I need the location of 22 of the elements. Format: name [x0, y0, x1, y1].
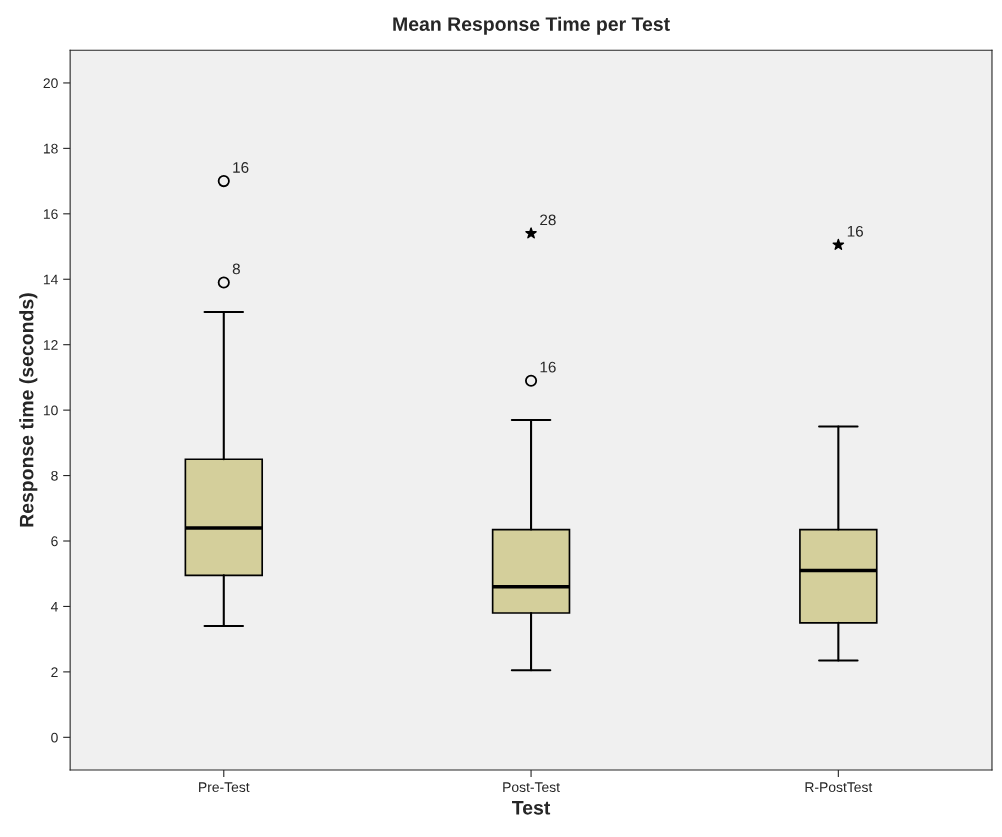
y-axis-title: Response time (seconds) — [19, 293, 38, 527]
annotation: 8 — [232, 263, 240, 275]
annotation: 28 — [540, 214, 556, 226]
annotation: 16 — [847, 225, 863, 237]
annotation: 16 — [540, 361, 556, 373]
y-tick-label: 2 — [51, 667, 58, 677]
x-axis-title: Test — [512, 801, 551, 815]
y-tick-label: 0 — [51, 732, 58, 743]
y-tick-label: 14 — [43, 274, 58, 285]
y-tick-label: 8 — [51, 470, 58, 481]
y-tick-label: 6 — [51, 536, 58, 547]
chart-title: Mean Response Time per Test — [393, 16, 670, 35]
x-tick-label: Post-Test — [503, 782, 560, 793]
y-tick-label: 16 — [43, 209, 58, 219]
x-tick-label: Pre-Test — [199, 782, 250, 793]
y-tick-label: 4 — [50, 601, 58, 612]
y-tick-label: 12 — [43, 340, 58, 350]
annotation: 16 — [233, 162, 249, 173]
y-tick-label: 18 — [43, 143, 58, 154]
y-tick-label: 10 — [43, 405, 58, 416]
x-tick-label: R-PostTest — [805, 782, 873, 793]
y-tick-label: 20 — [43, 78, 58, 89]
